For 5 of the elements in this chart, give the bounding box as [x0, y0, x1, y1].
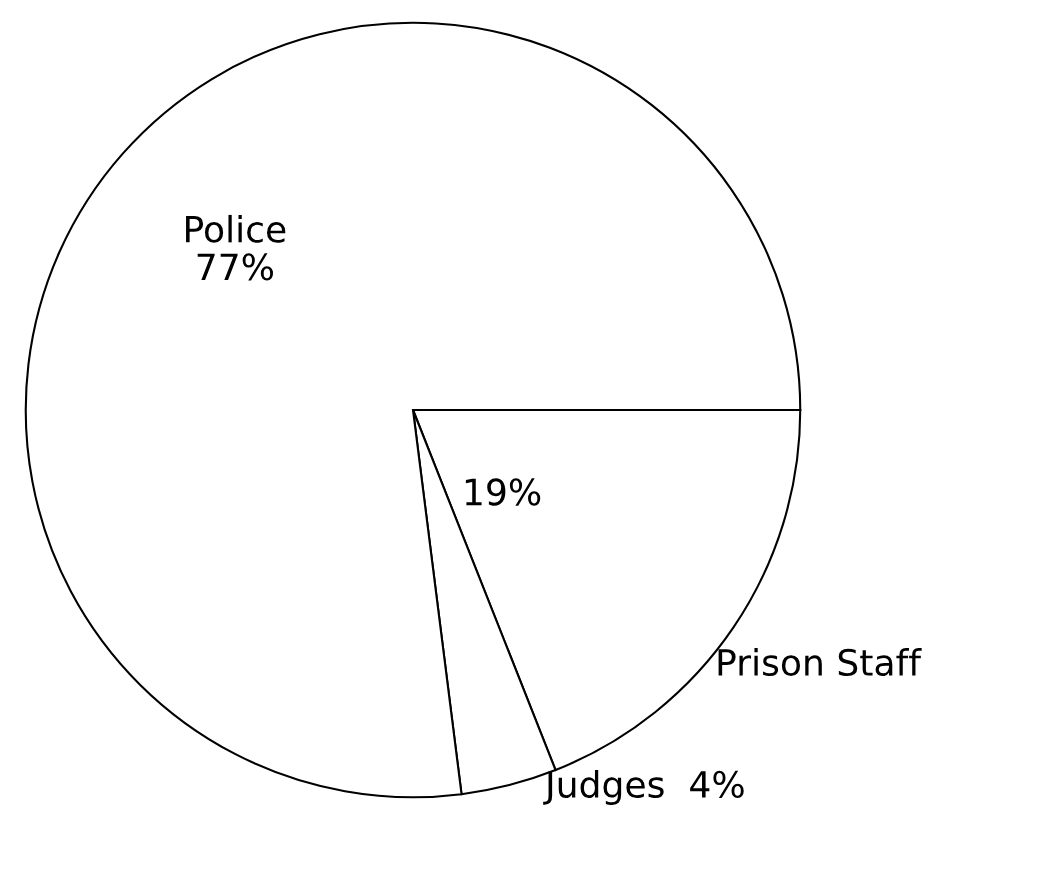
- data-label: 19%: [465, 478, 541, 506]
- slice-label: Judges 4%: [543, 770, 744, 806]
- slice-label: Police: [186, 214, 286, 243]
- data-label: 77%: [197, 253, 273, 281]
- slice-label: Prison Staff: [718, 648, 922, 677]
